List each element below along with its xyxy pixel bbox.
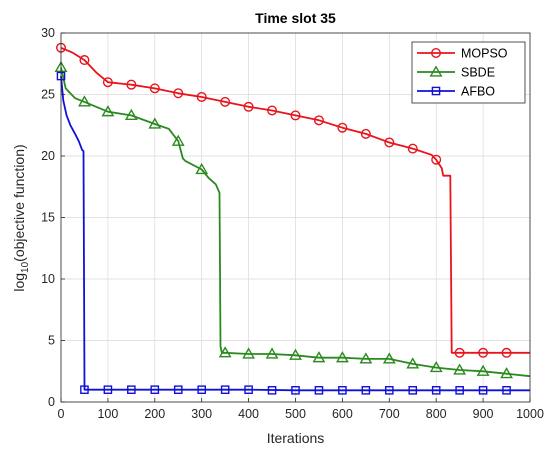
data-point-mopso <box>79 55 90 66</box>
y-tick-label: 15 <box>41 211 55 225</box>
legend-entry-mopso: MOPSO <box>417 47 508 61</box>
legend-label-sbde: SBDE <box>461 66 495 80</box>
y-tick-label: 30 <box>41 26 55 40</box>
data-point-sbde <box>382 352 396 364</box>
data-point-afbo <box>478 386 488 395</box>
data-point-afbo <box>244 385 253 395</box>
data-point-afbo <box>502 386 511 395</box>
legend: MOPSO SBDE AFBO <box>411 41 526 104</box>
x-tick-label: 0 <box>58 407 65 421</box>
y-tick-label: 10 <box>41 272 55 286</box>
data-point-afbo <box>338 386 347 395</box>
legend-label-mopso: MOPSO <box>461 47 508 61</box>
data-point-sbde <box>500 367 513 379</box>
data-point-mopso <box>501 347 512 358</box>
data-point-sbde <box>406 357 420 369</box>
data-point-afbo <box>455 386 464 395</box>
data-point-mopso <box>102 77 113 88</box>
data-point-mopso <box>267 105 278 116</box>
data-point-mopso <box>337 122 348 133</box>
data-point-sbde <box>289 348 302 360</box>
y-axis-label-subscript: 10 <box>20 261 31 273</box>
legend-marker-mopso <box>431 48 442 59</box>
x-tick-label: 700 <box>379 407 400 421</box>
data-point-afbo <box>267 386 277 395</box>
x-tick-label: 1000 <box>516 407 544 421</box>
data-point-mopso <box>126 79 137 90</box>
data-point-sbde <box>359 352 373 364</box>
data-point-sbde <box>429 360 443 373</box>
data-point-sbde <box>218 346 232 358</box>
y-axis-label-prefix: log <box>11 273 27 292</box>
legend-entry-afbo: AFBO <box>417 85 495 99</box>
data-point-afbo <box>385 386 394 395</box>
data-point-mopso <box>360 128 371 139</box>
y-tick-label: 25 <box>41 88 55 102</box>
data-point-sbde <box>265 347 279 359</box>
series-line-afbo <box>60 76 530 392</box>
data-point-mopso <box>173 88 184 99</box>
data-point-afbo <box>150 385 160 395</box>
data-point-mopso <box>149 83 160 94</box>
data-point-afbo <box>314 386 324 395</box>
data-point-mopso <box>384 137 395 148</box>
data-point-sbde <box>101 105 115 117</box>
y-axis-label: log10(objective function) <box>11 144 31 291</box>
data-point-mopso <box>407 143 418 154</box>
data-point-mopso <box>454 347 465 358</box>
data-point-sbde <box>124 108 138 121</box>
x-tick-label: 900 <box>473 407 494 421</box>
y-tick-label: 20 <box>41 149 55 163</box>
series-afbo <box>56 71 530 395</box>
data-point-mopso <box>290 110 301 121</box>
x-axis-label: Iterations <box>267 430 325 446</box>
data-point-afbo <box>197 385 207 395</box>
legend-label-afbo: AFBO <box>461 85 495 99</box>
x-tick-label: 400 <box>238 407 259 421</box>
data-point-afbo <box>291 386 300 395</box>
x-tick-label: 800 <box>426 407 447 421</box>
data-point-mopso <box>431 154 442 165</box>
data-point-sbde <box>78 95 91 107</box>
data-point-mopso <box>243 101 254 112</box>
x-tick-label: 500 <box>285 407 306 421</box>
data-point-mopso <box>478 347 489 358</box>
data-point-sbde <box>195 162 209 175</box>
data-point-afbo <box>220 385 230 395</box>
legend-entry-sbde: SBDE <box>417 65 495 80</box>
data-point-afbo <box>361 386 371 395</box>
legend-marker-afbo <box>431 86 441 96</box>
y-axis-label-suffix: (objective function) <box>11 144 27 262</box>
data-point-sbde <box>453 363 467 375</box>
data-point-sbde <box>335 351 349 363</box>
legend-marker-sbde <box>429 65 443 77</box>
data-point-mopso <box>196 91 207 102</box>
data-point-mopso <box>220 96 231 107</box>
data-point-sbde <box>242 347 256 359</box>
tick-labels: 0 100 200 300 400 500 600 700 800 900 1000 0 5 10 15 20… <box>41 26 544 421</box>
data-point-afbo <box>431 386 441 395</box>
data-point-sbde <box>171 134 185 146</box>
series-sbde <box>54 60 531 379</box>
data-point-afbo <box>173 385 183 395</box>
data-point-afbo <box>80 385 89 395</box>
data-point-mopso <box>313 115 324 126</box>
x-tick-label: 600 <box>332 407 353 421</box>
data-point-afbo <box>408 386 418 395</box>
data-point-sbde <box>148 117 162 129</box>
y-tick-label: 0 <box>48 395 55 409</box>
chart-title: Time slot 35 <box>255 10 336 26</box>
x-tick-label: 300 <box>191 407 212 421</box>
data-point-afbo <box>127 385 136 395</box>
data-point-sbde <box>312 351 326 363</box>
x-tick-label: 200 <box>144 407 165 421</box>
y-tick-label: 5 <box>48 334 55 348</box>
data-point-sbde <box>476 364 490 376</box>
data-point-afbo <box>103 385 113 395</box>
series-line-sbde <box>60 67 531 378</box>
x-tick-label: 100 <box>97 407 118 421</box>
